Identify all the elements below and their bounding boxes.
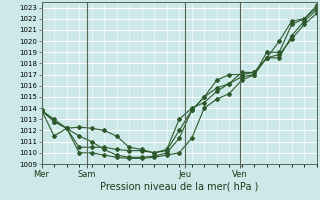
X-axis label: Pression niveau de la mer( hPa ): Pression niveau de la mer( hPa ) bbox=[100, 181, 258, 191]
